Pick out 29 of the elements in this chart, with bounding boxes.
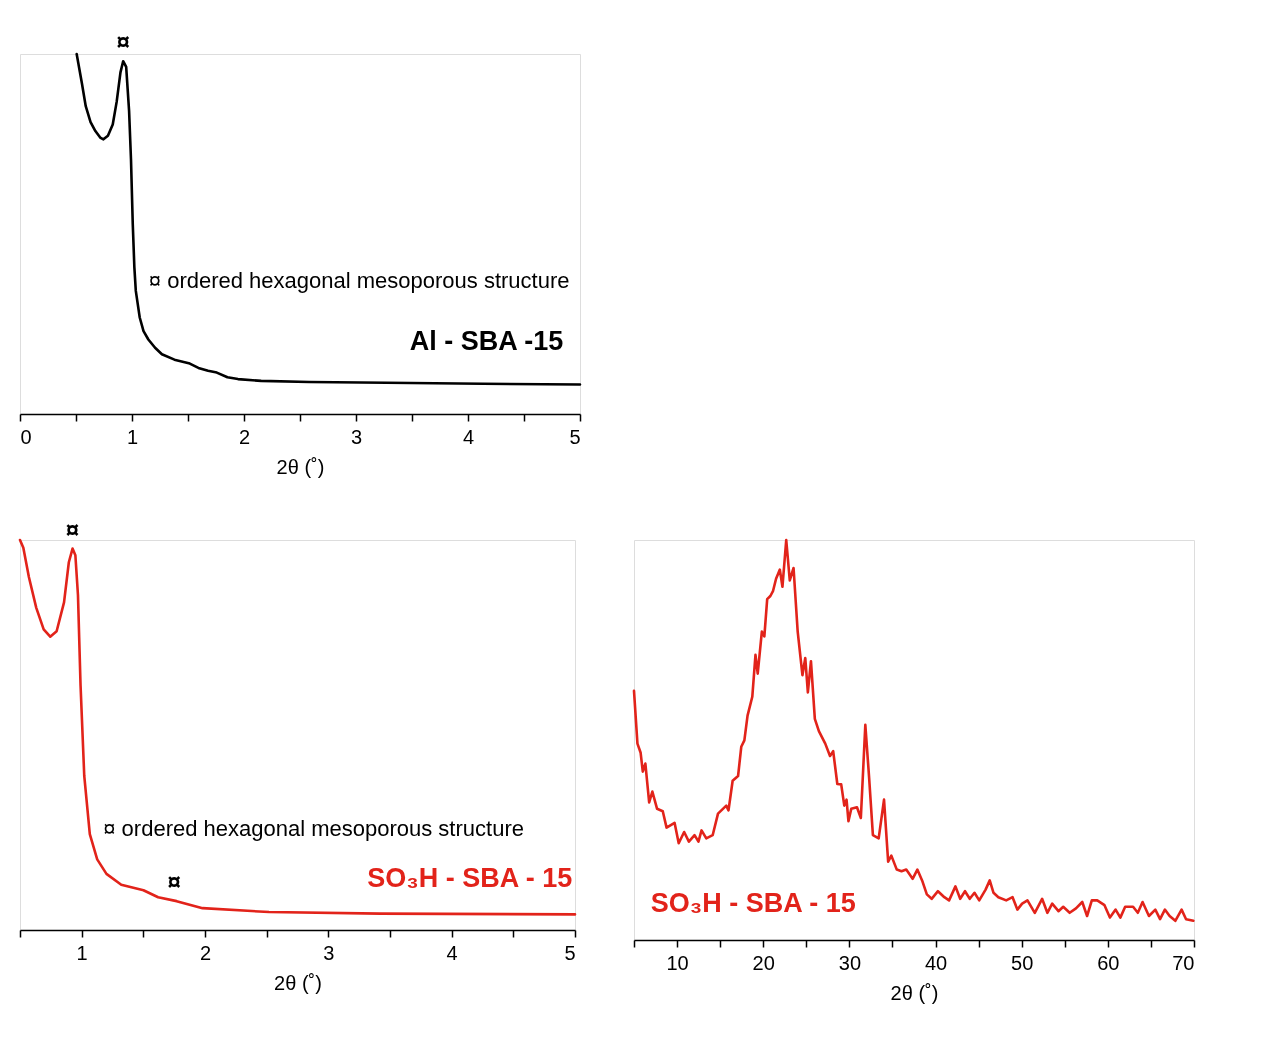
x-axis-title: 2θ (˚)	[890, 981, 939, 1004]
x-tick-label: 2	[238, 425, 251, 448]
annotation: ¤	[167, 867, 181, 895]
x-tick-label: 4	[446, 941, 458, 964]
x-tick-label: 1	[76, 941, 88, 964]
annotation: ¤	[116, 28, 130, 56]
x-tick-label: 0	[20, 425, 32, 448]
x-tick-label: 3	[350, 425, 363, 448]
x-tick-label: 40	[924, 951, 948, 974]
x-axis-title: 2θ (˚)	[276, 455, 325, 478]
series-label: SO₃H - SBA - 15	[367, 863, 573, 894]
x-tick-label: 20	[752, 951, 775, 974]
series-label: Al - SBA -15	[409, 326, 564, 356]
x-tick-label: 1	[126, 425, 139, 448]
x-tick-label: 60	[1097, 951, 1120, 974]
x-tick-label: 30	[838, 951, 862, 974]
x-axis-title: 2θ (˚)	[274, 971, 322, 994]
annotation: ¤	[65, 515, 80, 543]
annotation: ¤ ordered hexagonal mesoporous structure	[148, 267, 570, 293]
annotation: ¤ ordered hexagonal mesoporous structure	[103, 815, 524, 841]
series-label: SO₃H - SBA - 15	[650, 888, 856, 918]
x-tick-label: 5	[564, 941, 576, 964]
x-tick-label: 50	[1011, 951, 1034, 974]
x-tick-label: 5	[569, 425, 581, 448]
x-tick-label: 70	[1172, 951, 1195, 974]
x-tick-label: 10	[666, 951, 689, 974]
x-tick-label: 3	[323, 941, 335, 964]
x-tick-label: 2	[199, 941, 212, 964]
x-tick-label: 4	[462, 425, 475, 448]
